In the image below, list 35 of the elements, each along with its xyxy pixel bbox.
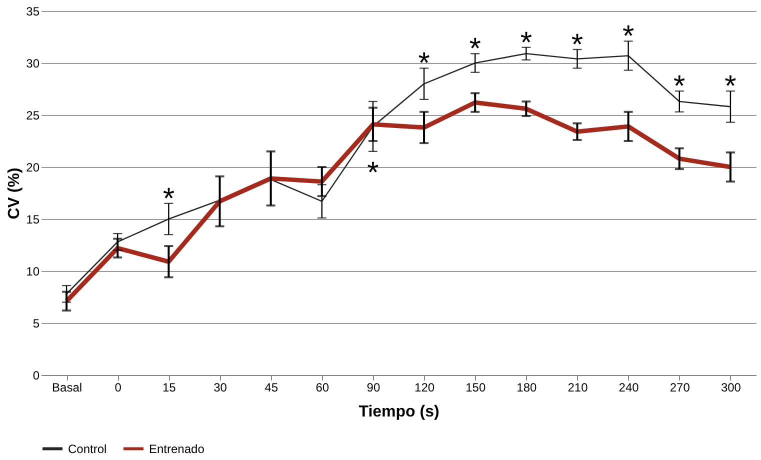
x-axis-title: Tiempo (s) — [358, 404, 440, 420]
annotation: * — [724, 70, 737, 104]
x-tick-label: 60 — [316, 380, 330, 394]
annotation: * — [674, 70, 686, 104]
x-tick-label: 90 — [366, 380, 380, 394]
x-tick-label: 180 — [516, 380, 538, 394]
x-tick-label: 150 — [466, 380, 486, 394]
x-tick-label: 240 — [618, 380, 640, 394]
annotation: * — [367, 156, 380, 190]
x-tick-label: 15 — [162, 380, 176, 394]
y-tick-label: 35 — [26, 4, 40, 18]
annotation: * — [622, 20, 634, 54]
annotation: * — [418, 47, 430, 80]
y-tick-label: 0 — [32, 368, 40, 382]
x-tick-label: 120 — [414, 380, 435, 394]
x-tick-label: Basal — [52, 380, 82, 394]
annotation: * — [571, 28, 584, 62]
legend-label: Entrenado — [149, 442, 205, 456]
y-tick-label: 20 — [26, 160, 40, 174]
y-axis-title: CV (%) — [6, 168, 24, 220]
x-tick-label: 270 — [670, 380, 690, 394]
annotation: * — [469, 32, 482, 66]
y-tick-label: 10 — [26, 264, 40, 278]
annotation: * — [162, 182, 175, 216]
y-tick-label: 25 — [26, 108, 40, 122]
x-tick-label: 300 — [720, 380, 742, 394]
x-tick-label: 210 — [568, 380, 588, 394]
annotation: * — [520, 26, 532, 60]
x-tick-label: 30 — [214, 380, 228, 394]
x-tick-label: 45 — [264, 380, 278, 394]
x-tick-label: 0 — [114, 380, 122, 394]
y-tick-label: 15 — [26, 212, 40, 226]
y-tick-label: 5 — [32, 316, 40, 330]
y-tick-label: 30 — [26, 56, 40, 70]
legend-label: Control — [68, 442, 107, 456]
